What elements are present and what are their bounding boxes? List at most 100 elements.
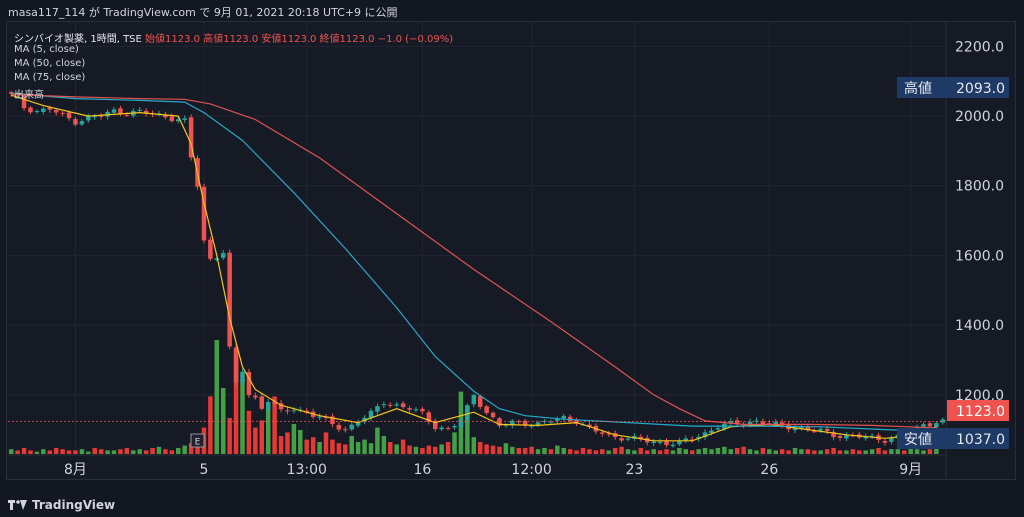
y-tick-label: 1400.0 <box>955 318 1004 334</box>
candle-body <box>651 441 656 444</box>
candle-body <box>73 119 78 125</box>
candle-body <box>60 112 65 114</box>
candle-body <box>47 107 53 110</box>
footer-brand-label: TradingView <box>32 498 116 512</box>
candle-body <box>34 111 40 113</box>
volume-bar <box>651 449 656 454</box>
candle-body <box>927 423 933 427</box>
candle-body <box>812 431 817 433</box>
footer-brand[interactable]: TradingView <box>8 498 115 512</box>
volume-bar <box>445 442 451 454</box>
volume-bar <box>413 446 419 454</box>
candle-body <box>535 422 541 426</box>
volume-bar <box>471 437 477 454</box>
volume-bar <box>73 450 78 454</box>
candle-body <box>21 95 27 109</box>
volume-bar <box>15 450 20 454</box>
y-tick-label: 1800.0 <box>955 179 1004 195</box>
volume-bar <box>921 450 926 454</box>
candle-body <box>516 421 522 423</box>
high-price-tag: 高値 2093.0 <box>897 77 1009 98</box>
legend-ma50[interactable]: MA (50, close) <box>14 58 86 69</box>
volume-bar <box>863 450 868 454</box>
volume-bar <box>388 442 393 454</box>
volume-bar <box>567 449 573 454</box>
candle-body <box>471 395 477 405</box>
volume-bar <box>657 450 663 454</box>
last-tag-value: 1123.0 <box>956 404 1005 420</box>
volume-bar <box>760 448 766 454</box>
candle-body <box>394 404 399 406</box>
y-tick-label: 2200.0 <box>955 39 1004 55</box>
legend-ma5[interactable]: MA (5, close) <box>14 44 79 55</box>
volume-bar <box>580 448 586 454</box>
volume-bar <box>715 448 721 454</box>
volume-bar <box>882 450 888 454</box>
volume-bar <box>310 437 316 454</box>
candle-body <box>201 186 207 241</box>
candle-body <box>317 416 322 418</box>
candle-body <box>400 403 406 408</box>
volume-bar <box>632 450 637 454</box>
x-tick-label: 12:00 <box>511 462 551 478</box>
volume-bar <box>767 449 772 454</box>
volume-bar <box>98 449 104 454</box>
candle-body <box>805 426 811 431</box>
candle-body <box>529 425 534 427</box>
tradingview-logo-icon <box>8 500 27 510</box>
volume-bar <box>8 449 14 454</box>
volume-bar <box>837 450 843 454</box>
candle-body <box>882 440 888 443</box>
candle-body <box>465 405 470 421</box>
volume-bar <box>220 388 226 454</box>
volume-bar <box>278 436 284 454</box>
legend-ohlc: 始値1123.0 高値1123.0 安値1123.0 終値1123.0 −1.0… <box>145 34 454 45</box>
candle-body <box>709 430 714 434</box>
candle-body <box>98 115 104 117</box>
volume-bar <box>664 449 669 454</box>
candle-body <box>484 406 489 414</box>
candle-body <box>343 429 348 431</box>
volume-bar <box>901 450 907 454</box>
volume-bar <box>542 448 547 454</box>
candle-body <box>940 419 946 423</box>
volume-bar <box>182 445 187 454</box>
candle-body <box>214 258 220 260</box>
chart-frame[interactable] <box>6 21 1016 480</box>
candle-body <box>8 92 14 94</box>
volume-bar <box>188 443 194 454</box>
volume-bar <box>824 449 830 454</box>
volume-bar <box>593 450 599 454</box>
earnings-marker-label: E <box>195 438 201 448</box>
volume-bar <box>908 448 913 454</box>
volume-bar <box>349 436 354 454</box>
x-tick-label: 9月 <box>899 462 922 478</box>
volume-bar <box>298 430 303 454</box>
candle-body <box>272 402 277 404</box>
candle-body <box>824 428 830 431</box>
candle-body <box>413 409 419 411</box>
candle-body <box>587 424 592 427</box>
volume-bar <box>805 449 811 454</box>
legend-volume[interactable]: 出来高 <box>14 90 44 101</box>
volume-bar <box>208 396 213 454</box>
candle-body <box>182 118 187 121</box>
volume-bar <box>555 445 560 454</box>
earnings-marker[interactable]: E <box>190 433 205 448</box>
volume-bar <box>812 450 817 454</box>
volume-bar <box>638 448 644 454</box>
candle-body <box>169 116 175 122</box>
volume-bar <box>21 448 27 454</box>
volume-bar <box>702 448 708 454</box>
volume-bar <box>34 451 40 454</box>
candle-body <box>728 421 734 424</box>
volume-bar <box>516 448 522 454</box>
volume-bar <box>677 448 682 454</box>
volume-bar <box>86 451 91 454</box>
candle-body <box>188 117 194 158</box>
volume-bar <box>529 446 534 454</box>
ma50-line <box>11 92 937 432</box>
legend-ma75[interactable]: MA (75, close) <box>14 72 86 83</box>
volume-bar <box>857 450 862 454</box>
